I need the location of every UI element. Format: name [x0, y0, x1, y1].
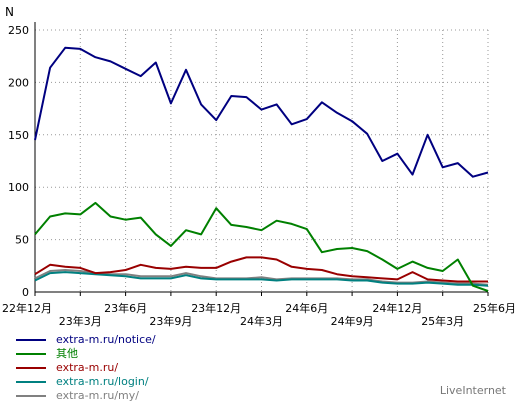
- x-tick-label: 23年6月: [104, 301, 147, 315]
- legend-label: extra-m.ru/notice/: [56, 333, 156, 346]
- x-tick-label: 23年9月: [149, 314, 192, 328]
- y-axis-label: N: [5, 5, 14, 19]
- line-chart: 0 50 100 150 200 250 22年12月 23年3月23年6月23年9月23年1…: [2, 5, 516, 328]
- legend-swatch: [16, 394, 46, 397]
- legend-item: extra-m.ru/notice/: [16, 333, 156, 346]
- legend-label: extra-m.ru/my/: [56, 389, 139, 402]
- x-tick-label: 25年3月: [421, 314, 464, 328]
- x-tick-label: 24年3月: [240, 314, 283, 328]
- legend-item: extra-m.ru/my/: [16, 389, 156, 402]
- legend: extra-m.ru/notice/其他 extra-m.ru/extra-m.r…: [16, 333, 156, 403]
- y-tick-label: 150: [8, 129, 29, 142]
- liveinternet-brand: LiveInternet: [439, 384, 506, 397]
- y-tick-label: 0: [22, 286, 29, 299]
- x-tick-label: 24年12月: [372, 301, 422, 315]
- y-tick-label: 50: [15, 234, 29, 247]
- x-tick-label: 23年12月: [191, 301, 241, 315]
- x-tick-label: 22年12月: [2, 301, 52, 315]
- y-tick-label: 100: [8, 181, 29, 194]
- legend-item: extra-m.ru/login/: [16, 375, 156, 388]
- legend-swatch: [16, 380, 46, 383]
- legend-label: extra-m.ru/login/: [56, 375, 149, 388]
- series-line: [34, 271, 489, 287]
- legend-swatch: [16, 366, 46, 369]
- legend-item: extra-m.ru/: [16, 361, 156, 374]
- series-line: [34, 256, 488, 283]
- legend-label: extra-m.ru/: [56, 361, 119, 374]
- x-tick-label: 24年9月: [331, 314, 374, 328]
- axis-labels: 0 50 100 150 200 250 22年12月 23年3月23年6月23年9月23年1…: [2, 5, 516, 328]
- axes: [34, 22, 489, 296]
- legend-label: 其他: [56, 347, 78, 360]
- legend-swatch: [16, 338, 46, 341]
- series-line: [34, 201, 489, 292]
- legend-swatch: [16, 352, 46, 355]
- grid: [34, 29, 489, 292]
- x-tick-label: 25年6月: [473, 301, 516, 315]
- x-tick-label: 23年3月: [59, 314, 102, 328]
- series-line: [34, 46, 489, 178]
- series-lines: [34, 46, 489, 292]
- y-tick-label: 250: [8, 24, 29, 37]
- y-tick-label: 200: [8, 76, 29, 89]
- x-tick-label: 24年6月: [285, 301, 328, 315]
- legend-item: 其他: [16, 347, 156, 360]
